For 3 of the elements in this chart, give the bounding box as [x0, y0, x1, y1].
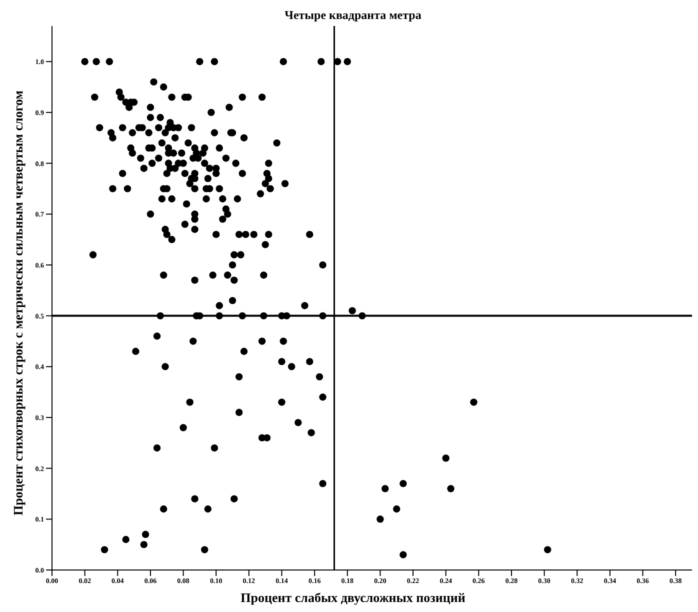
x-axis-title: Процент слабых двусложных позиций: [240, 590, 466, 606]
chart-title: Четыре квадранта метра: [284, 8, 422, 23]
y-axis-title: Процент стихотворных строк с метрически сильным четвертым слогом: [10, 90, 26, 516]
